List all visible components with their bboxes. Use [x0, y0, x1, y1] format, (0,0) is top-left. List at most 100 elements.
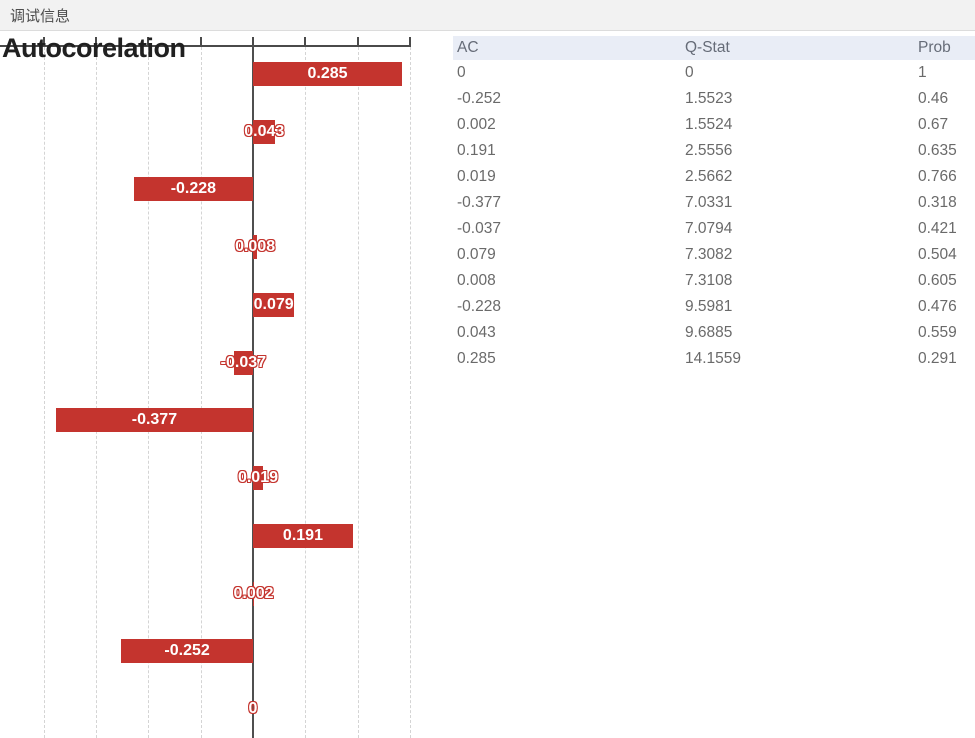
table-cell: 0.635 [918, 142, 957, 159]
bar [253, 523, 353, 548]
table-row: -0.037 7.0794 0.421 [453, 216, 975, 242]
table-row: -0.228 9.5981 0.476 [453, 294, 975, 320]
x-axis-tick [95, 37, 98, 45]
bar [55, 408, 253, 433]
table-cell: 7.3082 [685, 246, 733, 263]
bar-value-label: 0.002 [233, 584, 274, 602]
table-cell: 0.291 [918, 350, 957, 367]
table-row: 0.043 9.6885 0.559 [453, 320, 975, 346]
table-cell: 14.1559 [685, 350, 742, 367]
gridline [409, 47, 411, 738]
bar-value-label: -0.252 [164, 642, 210, 660]
table-cell: 0.605 [918, 272, 957, 289]
table-row: 0.002 1.5524 0.67 [453, 112, 975, 138]
column-header-ac: AC [457, 39, 479, 56]
bar-value-label: 0.285 [307, 64, 348, 82]
table-cell: 0.46 [918, 90, 949, 107]
table-cell: 7.0331 [685, 194, 733, 211]
table-cell: 1.5523 [685, 90, 733, 107]
x-axis-line [0, 45, 411, 47]
table-cell: 0.079 [457, 246, 496, 263]
table-cell: 2.5662 [685, 168, 733, 185]
bar-value-label: 0.019 [237, 469, 278, 487]
x-axis-tick [199, 37, 202, 45]
table-cell: 0.285 [457, 350, 496, 367]
bar-value-label: -0.037 [220, 353, 267, 371]
bar [121, 639, 253, 664]
chart-plot: 0.285 0.043 -0.228 0.008 0.079 -0.037 -0.377 0.… [0, 37, 452, 738]
bar-value-label: 0.043 [244, 122, 285, 140]
x-axis-tick [304, 37, 307, 45]
table-cell: -0.252 [457, 90, 501, 107]
stats-table: AC Q-Stat Prob 0 0 1 -0.252 1.5523 0.46 0.002 1.5… [453, 36, 975, 372]
table-cell: 9.5981 [685, 298, 733, 315]
bar [253, 235, 258, 260]
table-cell: -0.377 [457, 194, 501, 211]
table-row: -0.252 1.5523 0.46 [453, 86, 975, 112]
table-row: 0 0 1 [453, 60, 975, 86]
table-row: 0.285 14.1559 0.291 [453, 346, 975, 372]
bar [253, 581, 255, 606]
bar [133, 177, 253, 202]
table-header: AC Q-Stat Prob [453, 36, 975, 60]
bar [253, 119, 276, 144]
table-cell: 0.191 [457, 142, 496, 159]
table-cell: 0 [685, 64, 694, 81]
table-row: -0.377 7.0331 0.318 [453, 190, 975, 216]
bar-value-label: 0.008 [235, 238, 276, 256]
table-cell: 0.476 [918, 298, 957, 315]
table-cell: 1 [918, 64, 927, 81]
table-cell: 0.421 [918, 220, 957, 237]
x-axis-tick [42, 37, 45, 45]
table-row: 0.019 2.5662 0.766 [453, 164, 975, 190]
bar [253, 61, 403, 86]
x-axis-tick [147, 37, 150, 45]
table-cell: 7.0794 [685, 220, 733, 237]
bar [233, 350, 253, 375]
table-cell: 1.5524 [685, 116, 733, 133]
debug-info-bar: 调试信息 [0, 0, 975, 31]
table-cell: -0.228 [457, 298, 501, 315]
column-header-prob: Prob [918, 39, 951, 56]
table-row: 0.008 7.3108 0.605 [453, 268, 975, 294]
bar-value-label: -0.377 [131, 411, 178, 429]
debug-info-title: 调试信息 [10, 7, 71, 25]
table-row: 0.191 2.5556 0.635 [453, 138, 975, 164]
table-cell: 0 [457, 64, 466, 81]
bar-value-label: 0 [248, 700, 258, 718]
zero-axis-line [252, 45, 254, 738]
bar [253, 292, 295, 317]
table-row: 0.079 7.3082 0.504 [453, 242, 975, 268]
table-cell: 0.559 [918, 324, 957, 341]
bar-value-label: 0.079 [253, 295, 294, 313]
table-body: 0 0 1 -0.252 1.5523 0.46 0.002 1.5524 0.67 0.191 2… [453, 60, 975, 372]
gridline [357, 47, 359, 738]
table-cell: 0.043 [457, 324, 496, 341]
table-cell: 0.008 [457, 272, 496, 289]
table-cell: 0.019 [457, 168, 496, 185]
table-cell: 0.766 [918, 168, 957, 185]
gridline [305, 47, 307, 738]
column-header-qstat: Q-Stat [685, 39, 730, 56]
x-axis-tick [356, 37, 359, 45]
table-cell: 0.67 [918, 116, 949, 133]
bar-value-label: 0.191 [282, 526, 323, 544]
gridline [96, 47, 98, 738]
gridline [200, 47, 202, 738]
bar [253, 466, 263, 491]
table-cell: 9.6885 [685, 324, 733, 341]
table-cell: -0.037 [457, 220, 501, 237]
x-axis-tick [408, 37, 411, 45]
bar-value-label: -0.228 [170, 180, 217, 198]
x-axis-tick [252, 37, 254, 45]
autocorrelation-chart: Autocorelation 0.285 0.043 -0.228 0.008 0.07… [0, 31, 452, 738]
table-cell: 0.318 [918, 194, 957, 211]
chart-title: Autocorelation [2, 33, 186, 63]
table-cell: 7.3108 [685, 272, 733, 289]
table-cell: 2.5556 [685, 142, 733, 159]
table-cell: 0.002 [457, 116, 496, 133]
table-cell: 0.504 [918, 246, 957, 263]
gridline [148, 47, 150, 738]
gridline [43, 47, 45, 738]
